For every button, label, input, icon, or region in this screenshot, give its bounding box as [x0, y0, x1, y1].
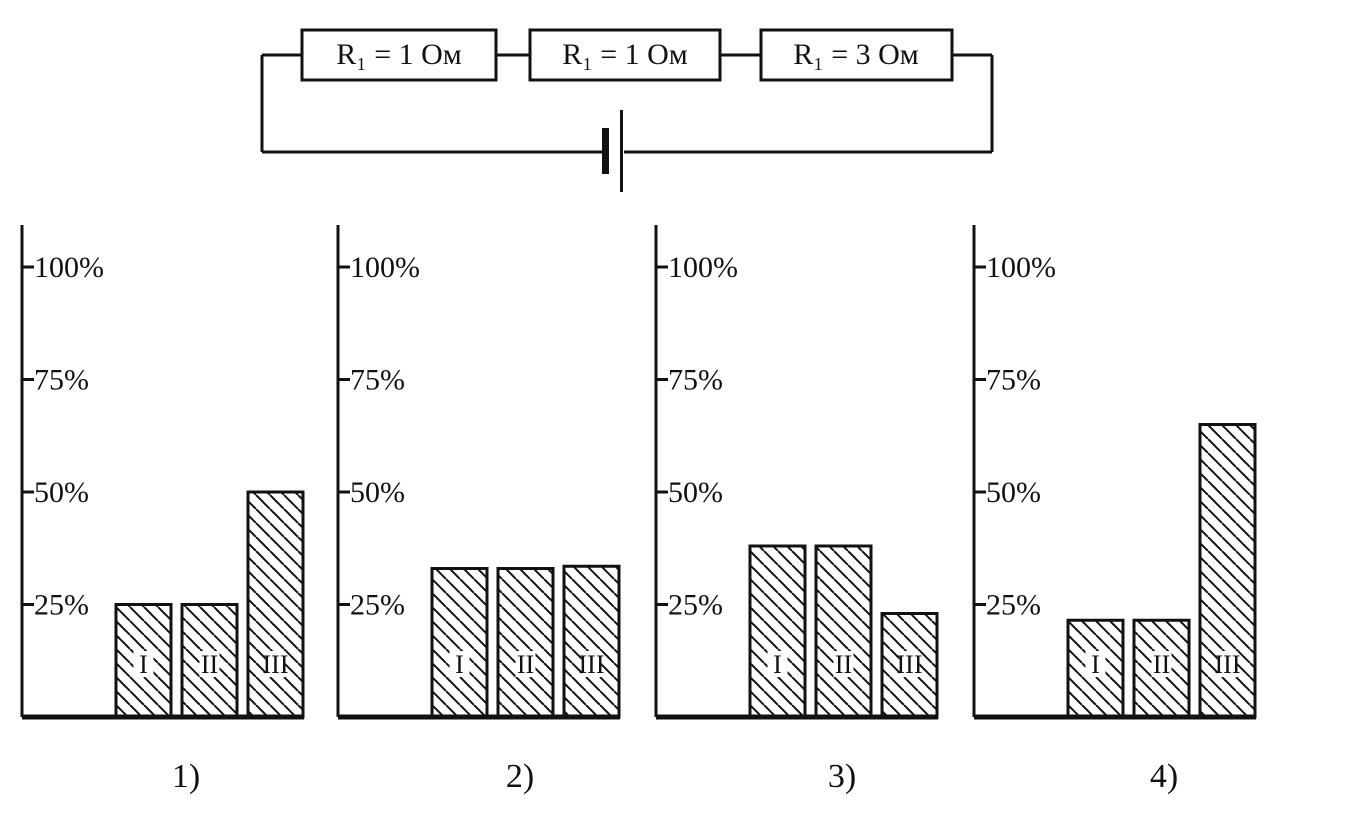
y-tick-label: 100% — [668, 251, 738, 284]
chart-1-caption: 1) — [171, 758, 201, 795]
chart-2-caption: 2) — [505, 758, 535, 795]
resistor-3-label: R₁ = 3 Ом — [793, 38, 919, 71]
resistor-1: R₁ = 1 Ом — [300, 28, 498, 82]
y-tick-label: 50% — [668, 476, 723, 509]
bar — [748, 544, 807, 719]
bar-label-bg — [767, 651, 788, 677]
resistor-3: R₁ = 3 Ом — [759, 28, 954, 82]
bar-chart-2: 25% 50% 75% 100% I II III — [334, 215, 664, 735]
y-tick-label: 25% — [350, 589, 405, 622]
resistor-1-label: R₁ = 1 Ом — [336, 38, 462, 71]
bar-label-bg — [1217, 651, 1238, 677]
y-tick-label: 75% — [986, 364, 1041, 397]
y-tick-label: 100% — [986, 251, 1056, 284]
y-tick-label: 100% — [34, 251, 104, 284]
resistor-2-label: R₁ = 1 Ом — [562, 38, 688, 71]
bar-chart-2-plot: 25%50%75%100%I II III — [336, 225, 621, 720]
chart-4-caption: 4) — [1149, 758, 1179, 795]
bar-label-bg — [265, 651, 286, 677]
bar-label-bg — [1085, 651, 1106, 677]
y-tick-label: 25% — [986, 589, 1041, 622]
chart-3-caption: 3) — [827, 758, 857, 795]
bar-label: I — [455, 650, 464, 679]
bar-label: III — [579, 650, 605, 679]
bar-chart-3-plot: 25%50%75%100%I II III — [654, 225, 939, 720]
bar-chart-1-plot: 25%50%75%100%I II III — [20, 225, 305, 720]
y-tick-label: 75% — [34, 364, 89, 397]
bar — [814, 544, 873, 719]
y-tick-label: 50% — [34, 476, 89, 509]
y-tick-label: 25% — [34, 589, 89, 622]
bar-label-bg — [1151, 651, 1172, 677]
bar-label: I — [773, 650, 782, 679]
bar-label: II — [517, 650, 534, 679]
bar-label: I — [139, 650, 148, 679]
bar-label: III — [897, 650, 923, 679]
battery-icon — [602, 110, 623, 192]
bar-label: II — [201, 650, 218, 679]
y-tick-label: 50% — [986, 476, 1041, 509]
bar-chart-1: 25% 50% 75% 100% I II III — [18, 215, 348, 735]
y-tick-label: 75% — [668, 364, 723, 397]
bar-label-bg — [449, 651, 470, 677]
y-tick-label: 100% — [350, 251, 420, 284]
bar-label: III — [263, 650, 289, 679]
bar-label-bg — [133, 651, 154, 677]
bar — [880, 612, 939, 719]
bar-label: I — [1091, 650, 1100, 679]
bar — [246, 490, 305, 719]
y-tick-label: 25% — [668, 589, 723, 622]
bar — [562, 564, 621, 719]
bar-label-bg — [515, 651, 536, 677]
bar-label: III — [1215, 650, 1241, 679]
circuit-wires — [260, 53, 994, 154]
bar-label-bg — [899, 651, 920, 677]
bar-label: II — [835, 650, 852, 679]
bar — [496, 567, 555, 719]
bar-chart-4: 25% 50% 75% 100% I II III — [970, 215, 1300, 735]
bar-chart-3: 25% 50% 75% 100% I II III — [652, 215, 982, 735]
bar-label-bg — [199, 651, 220, 677]
y-tick-label: 50% — [350, 476, 405, 509]
bar-label-bg — [833, 651, 854, 677]
bar-label: II — [1153, 650, 1170, 679]
circuit-diagram: R₁ = 1 Ом R₁ = 1 Ом R₁ = 3 Ом — [260, 28, 994, 192]
y-tick-label: 75% — [350, 364, 405, 397]
bar-label-bg — [581, 651, 602, 677]
bar-chart-4-plot: 25%50%75%100%I II III — [972, 225, 1257, 720]
bar — [430, 567, 489, 719]
resistor-2: R₁ = 1 Ом — [528, 28, 722, 82]
